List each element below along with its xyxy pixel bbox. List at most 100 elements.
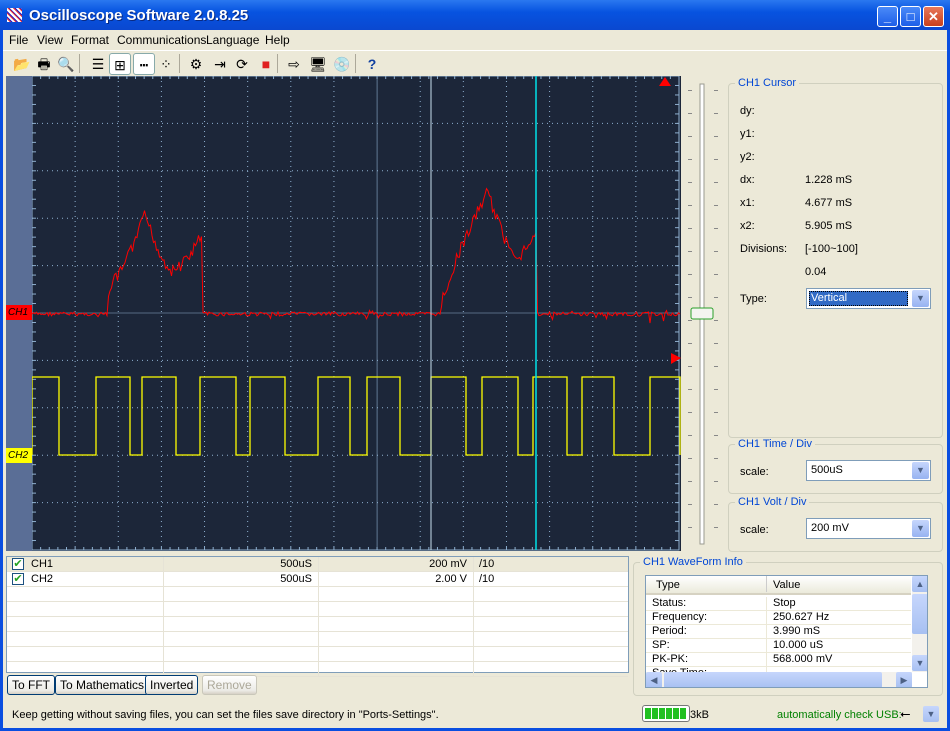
vertical-offset-slider[interactable] — [682, 76, 727, 551]
channel-volt: 2.00 V — [435, 573, 467, 585]
dotted-line-icon[interactable]: ┅ — [133, 53, 155, 75]
usb-icon: ⭠ — [900, 706, 911, 721]
ch2-marker[interactable]: CH2 — [6, 448, 32, 463]
menu-communications[interactable]: Communications — [117, 33, 207, 47]
scroll-up-icon: ▲ — [912, 576, 927, 592]
col-value[interactable]: Value — [773, 579, 801, 591]
channel-row — [7, 602, 628, 617]
menu-help[interactable]: Help — [265, 33, 290, 47]
info-value: 250.627 Hz — [773, 611, 830, 623]
channel-checkbox[interactable]: ✔ — [12, 558, 24, 570]
volt-scale-select[interactable]: 200 mV ▼ — [806, 518, 931, 539]
buffer-meter — [642, 705, 690, 722]
trigger-position-marker — [659, 77, 671, 86]
info-value: Stop — [773, 597, 796, 609]
menu-bar: File View Format Communications Language… — [3, 30, 947, 49]
cursor-type-select[interactable]: Vertical ▼ — [806, 288, 931, 309]
info-type: Frequency: — [652, 611, 708, 623]
chevron-down-icon: ▼ — [912, 290, 929, 307]
toolbar: 📂 🖶 🔍 ☰ ⊞ ┅ ⁘ ⚙ ⇥ ⟳ ■ ⇨ 🖥 💿? — [3, 50, 947, 75]
to-fft-button[interactable]: To FFT — [7, 675, 55, 695]
buffer-size: 3kB — [690, 709, 709, 721]
scroll-down-icon: ▼ — [912, 655, 927, 671]
export-icon[interactable]: ⇨ — [288, 56, 300, 72]
import-icon[interactable]: ⇥ — [214, 56, 226, 72]
trigger-level-marker — [671, 353, 681, 364]
usb-dropdown-button[interactable]: ▼ — [923, 706, 939, 722]
info-row[interactable]: Status: Stop — [646, 597, 911, 611]
channel-row[interactable]: ✔ CH2 500uS 2.00 V /10 — [7, 572, 628, 587]
monitor-icon[interactable]: 🖥 — [309, 56, 327, 72]
x2-label: x2: — [740, 220, 755, 232]
horizontal-scrollbar[interactable]: ◀ ▶ — [646, 672, 912, 687]
toolbar-separator — [355, 54, 356, 73]
info-row[interactable]: Frequency: 250.627 Hz — [646, 611, 911, 625]
channel-checkbox[interactable]: ✔ — [12, 573, 24, 585]
divisions-range: [-100~100] — [805, 243, 858, 255]
points-icon[interactable]: ⁘ — [160, 56, 172, 72]
list-icon[interactable]: ☰ — [91, 56, 105, 72]
help-icon[interactable]: ? — [367, 56, 377, 72]
dx-value: 1.228 mS — [805, 174, 853, 186]
info-type: Period: — [652, 625, 687, 637]
channel-row — [7, 632, 628, 647]
info-row[interactable]: Period: 3.990 mS — [646, 625, 911, 639]
inverted-button[interactable]: Inverted — [145, 675, 199, 695]
oscilloscope-display — [6, 75, 681, 551]
settings-gears-icon[interactable]: ⚙ — [189, 56, 203, 72]
refresh-icon[interactable]: ⟳ — [236, 56, 248, 72]
device-icon[interactable]: 💿 — [333, 56, 351, 72]
info-type: SP: — [652, 639, 670, 651]
menu-language[interactable]: Language — [206, 33, 260, 47]
waveform-info-group: CH1 WaveForm Info — [633, 556, 943, 696]
info-row[interactable]: PK-PK: 568.000 mV — [646, 653, 911, 667]
x1-label: x1: — [740, 197, 755, 209]
remove-button: Remove — [202, 675, 257, 695]
info-value: 3.990 mS — [773, 625, 821, 637]
print-preview-icon[interactable]: 🔍 — [57, 56, 75, 72]
chevron-down-icon: ▼ — [912, 462, 929, 479]
close-button[interactable]: ✕ — [923, 6, 944, 27]
to-mathematics-button[interactable]: To Mathematics — [55, 675, 150, 695]
time-div-title: CH1 Time / Div — [735, 438, 815, 450]
volt-scale-label: scale: — [740, 524, 769, 536]
minimize-button[interactable]: _ — [877, 6, 898, 27]
stop-icon[interactable]: ■ — [261, 56, 271, 72]
channel-name: CH2 — [31, 573, 54, 585]
channel-time: 500uS — [280, 558, 312, 570]
time-div-group: CH1 Time / Div — [728, 438, 943, 494]
menu-format[interactable]: Format — [71, 33, 110, 47]
print-icon[interactable]: 🖶 — [37, 56, 51, 72]
channel-probe: /10 — [479, 558, 495, 570]
menu-file[interactable]: File — [9, 33, 29, 47]
ch1-waveform — [31, 187, 681, 324]
divisions-value: 0.04 — [805, 266, 827, 278]
waveform-info-title: CH1 WaveForm Info — [640, 556, 746, 568]
open-folder-icon[interactable]: 📂 — [13, 56, 31, 72]
channel-time: 500uS — [280, 573, 312, 585]
type-label: Type: — [740, 293, 767, 305]
col-type[interactable]: Type — [656, 579, 680, 591]
menu-view[interactable]: View — [37, 33, 63, 47]
vertical-scrollbar[interactable]: ▲ ▼ — [912, 576, 927, 672]
ch1-marker[interactable]: CH1 — [6, 305, 32, 320]
info-value: 568.000 mV — [773, 653, 833, 665]
info-row[interactable]: SP: 10.000 uS — [646, 639, 911, 653]
grid-icon[interactable]: ⊞ — [109, 53, 131, 75]
info-type: PK-PK: — [652, 653, 689, 665]
title-bar: Oscilloscope Software 2.0.8.25 _ □ ✕ — [0, 0, 950, 30]
scroll-right-icon: ▶ — [896, 672, 912, 687]
toolbar-separator — [179, 54, 180, 73]
maximize-button[interactable]: □ — [900, 6, 921, 27]
divisions-label: Divisions: — [740, 243, 788, 255]
channel-row[interactable]: ✔ CH1 500uS 200 mV /10 — [7, 557, 628, 572]
scroll-thumb — [664, 672, 882, 687]
waveform-plot — [31, 75, 681, 551]
time-scale-select[interactable]: 500uS ▼ — [806, 460, 931, 481]
y2-label: y2: — [740, 151, 755, 163]
ch1-cursor-group: CH1 Cursor — [728, 77, 943, 438]
ch2-waveform — [31, 376, 681, 456]
x2-value: 5.905 mS — [805, 220, 853, 232]
status-message: Keep getting without saving files, you c… — [12, 709, 439, 721]
channel-probe: /10 — [479, 573, 495, 585]
